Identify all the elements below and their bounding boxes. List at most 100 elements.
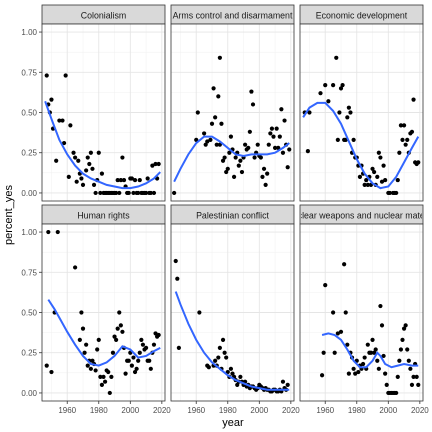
data-point [357, 174, 363, 179]
data-point [217, 142, 222, 147]
data-point [63, 73, 68, 78]
data-point [93, 368, 98, 373]
y-tick-label: 0.00 [21, 389, 37, 398]
data-point [307, 110, 312, 115]
data-point [90, 358, 95, 363]
x-tick-label: 2000 [379, 406, 397, 415]
y-axes: 0.00 0.25 0.50 0.75 1.00 0.00 0.25 0.50 0.75 1.00 [21, 28, 42, 398]
data-point [44, 363, 49, 368]
data-point [145, 176, 150, 181]
data-point [236, 163, 241, 168]
x-axes: 1960 1980 2000 2020 1960 1980 2000 2020 1960 1980… [58, 401, 429, 415]
data-point [217, 55, 222, 60]
data-point [331, 83, 336, 88]
data-point [137, 177, 142, 183]
data-point [123, 371, 128, 376]
data-point [345, 115, 350, 120]
data-point [383, 177, 388, 183]
data-point [340, 83, 345, 88]
data-point [285, 165, 290, 170]
y-tick-label: 0.00 [21, 189, 37, 198]
data-point [353, 371, 358, 376]
data-point [397, 358, 402, 363]
facet-strip-title: Economic development [316, 11, 408, 21]
data-point [156, 161, 161, 167]
data-point [258, 155, 263, 160]
data-point [277, 134, 282, 139]
data-point [126, 190, 131, 196]
data-point [397, 150, 402, 155]
data-point [238, 158, 243, 163]
data-point [114, 190, 119, 196]
data-point [156, 332, 161, 338]
panel-border [170, 223, 295, 402]
data-point [126, 358, 131, 363]
x-tick-label: 1980 [219, 406, 237, 415]
data-point [118, 323, 123, 328]
data-point [372, 169, 377, 175]
y-tick-label: 0.25 [21, 349, 37, 358]
smooth-line [302, 101, 420, 190]
data-point [153, 331, 158, 336]
data-point [252, 155, 257, 160]
data-point [387, 190, 392, 196]
data-point [143, 190, 149, 196]
data-point [121, 177, 127, 183]
data-point [360, 361, 366, 367]
data-point [118, 177, 123, 183]
data-point [408, 366, 413, 371]
data-point [73, 265, 78, 270]
data-point [60, 118, 65, 123]
data-point [401, 123, 407, 128]
data-point [338, 329, 344, 334]
data-point [88, 150, 93, 155]
data-point [394, 390, 399, 396]
data-point [406, 358, 411, 363]
data-point [222, 350, 227, 355]
data-point [140, 342, 146, 347]
data-point [211, 86, 216, 91]
data-point [362, 355, 367, 360]
data-point [265, 171, 270, 176]
data-point [272, 145, 278, 150]
data-point [74, 179, 79, 184]
facet-strip-title: Human rights [77, 211, 130, 221]
data-point [120, 329, 125, 334]
data-point [106, 369, 111, 375]
data-point [137, 350, 142, 355]
data-point [379, 323, 385, 328]
data-point [224, 355, 229, 360]
data-point [132, 177, 138, 183]
data-point [129, 363, 134, 368]
data-point [372, 350, 377, 355]
data-point [411, 97, 416, 102]
data-point [403, 323, 408, 328]
data-point [235, 382, 240, 388]
data-point [209, 121, 215, 126]
data-point [379, 179, 385, 184]
data-point [80, 182, 86, 188]
data-point [87, 161, 92, 167]
data-point [219, 121, 224, 126]
data-point [147, 358, 152, 363]
data-point [334, 55, 339, 60]
data-point [228, 366, 234, 371]
data-point [131, 190, 136, 196]
panel-border [299, 223, 424, 402]
facet-panel: Palestinian conflict [170, 204, 295, 402]
data-point [346, 105, 351, 110]
data-point [285, 382, 290, 388]
data-point [405, 137, 410, 142]
data-point [398, 123, 404, 128]
data-point [49, 97, 54, 102]
data-point [98, 374, 103, 379]
data-point [54, 158, 59, 163]
data-point [134, 366, 139, 371]
data-point [102, 379, 108, 384]
data-point [395, 374, 400, 379]
data-point [175, 276, 180, 281]
data-point [95, 347, 100, 352]
data-point [216, 355, 221, 360]
data-point [77, 337, 82, 342]
